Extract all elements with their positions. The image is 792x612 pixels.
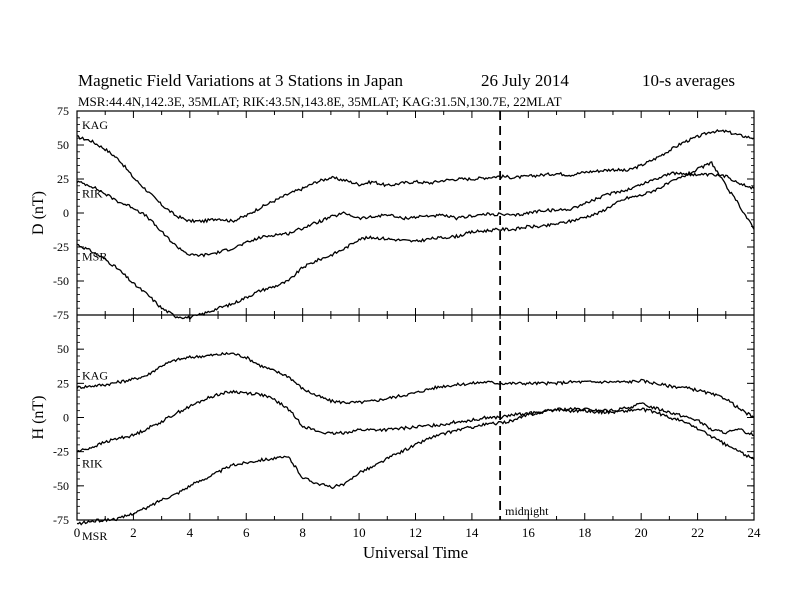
y-tick-label: 0 — [63, 411, 69, 425]
y-tick-label: -25 — [53, 240, 69, 254]
x-tick-label: 10 — [353, 525, 366, 540]
series-line-bottom-msr — [76, 407, 755, 526]
series-label-bottom-rik: RIK — [82, 457, 103, 471]
y-tick-label: 50 — [57, 342, 69, 356]
y-tick-label: -50 — [53, 274, 69, 288]
y-tick-label: -25 — [53, 445, 69, 459]
series-label-bottom-msr: MSR — [82, 529, 107, 543]
y-tick-label: 75 — [57, 104, 69, 118]
series-line-bottom-kag — [76, 351, 755, 418]
midnight-label: midnight — [505, 504, 549, 518]
x-tick-label: 24 — [748, 525, 762, 540]
x-tick-label: 22 — [691, 525, 704, 540]
y-axis-label: H (nT) — [30, 396, 47, 440]
station-list: MSR:44.4N,142.3E, 35MLAT; RIK:43.5N,143.… — [78, 94, 562, 109]
x-tick-label: 16 — [522, 525, 536, 540]
y-tick-label: -50 — [53, 479, 69, 493]
x-tick-label: 0 — [74, 525, 81, 540]
x-tick-label: 20 — [635, 525, 648, 540]
x-tick-label: 2 — [130, 525, 137, 540]
chart-title: Magnetic Field Variations at 3 Stations … — [78, 71, 404, 90]
x-tick-label: 14 — [465, 525, 479, 540]
y-tick-label: 25 — [57, 172, 69, 186]
y-axis-label: D (nT) — [30, 191, 47, 235]
series-line-top-msr — [76, 161, 755, 321]
series-line-bottom-rik — [76, 389, 754, 453]
x-axis-label: Universal Time — [363, 543, 468, 562]
y-tick-label: -75 — [53, 308, 69, 322]
y-tick-label: 50 — [57, 138, 69, 152]
x-tick-label: 4 — [187, 525, 194, 540]
chart-date: 26 July 2014 — [481, 71, 569, 90]
series-label-top-msr: MSR — [82, 249, 107, 263]
x-tick-label: 8 — [299, 525, 306, 540]
series-label-top-kag: KAG — [82, 118, 108, 132]
y-tick-label: 0 — [63, 206, 69, 220]
series-label-top-rik: RIK — [82, 187, 103, 201]
series-line-top-rik — [76, 171, 755, 258]
chart-averaging: 10-s averages — [642, 71, 735, 90]
series-line-top-kag — [76, 129, 755, 224]
x-tick-label: 12 — [409, 525, 422, 540]
series-label-bottom-kag: KAG — [82, 368, 108, 382]
y-tick-label: 25 — [57, 376, 69, 390]
y-tick-label: -75 — [53, 513, 69, 527]
x-tick-label: 18 — [578, 525, 591, 540]
x-tick-label: 6 — [243, 525, 250, 540]
